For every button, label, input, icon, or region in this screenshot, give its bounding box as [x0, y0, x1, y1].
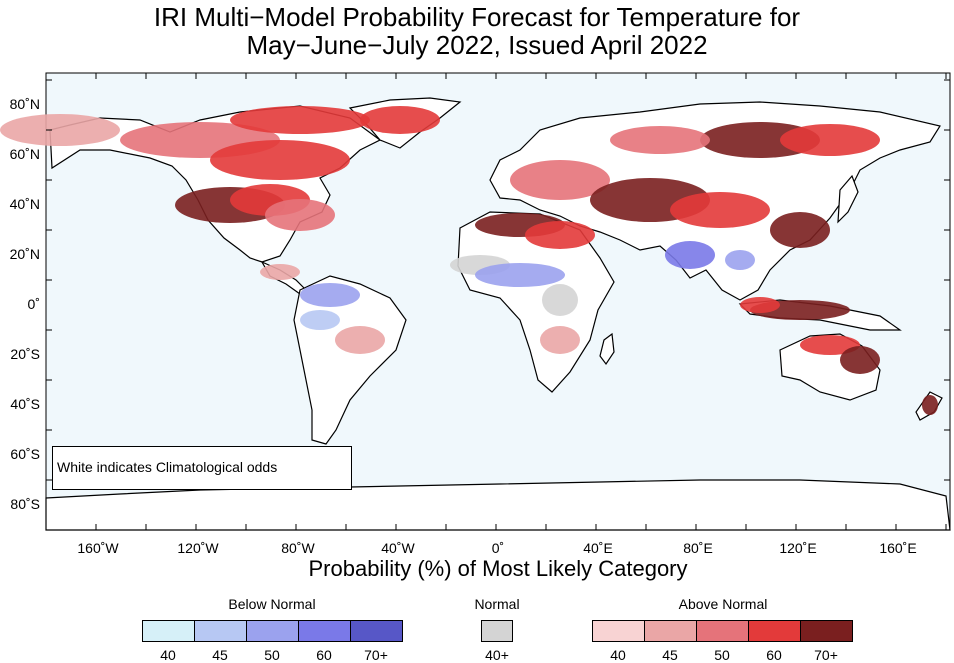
- legend-above-normal-title: Above Normal: [678, 596, 768, 612]
- forecast-shading: [0, 106, 938, 415]
- x-tick-label: 80˚E: [683, 540, 713, 556]
- y-tick-label: 80˚S: [10, 496, 40, 512]
- legend-above-label: 45: [662, 647, 678, 663]
- forecast-shading-patch: [670, 192, 770, 228]
- legend-below-normal-title: Below Normal: [228, 596, 316, 612]
- madagascar: [599, 332, 615, 366]
- legend-above-label: 50: [714, 647, 730, 663]
- japan: [837, 174, 859, 224]
- forecast-shading-patch: [300, 283, 360, 307]
- forecast-shading-patch: [770, 212, 830, 248]
- forecast-shading-patch: [335, 326, 385, 354]
- legend-above-swatch-45: [644, 620, 697, 642]
- legend-above-label: 60: [766, 647, 782, 663]
- y-tick-label: 20˚N: [9, 246, 40, 262]
- climatology-note: White indicates Climatological odds: [52, 446, 352, 490]
- map-title-line-2: May−June−July 2022, Issued April 2022: [246, 30, 708, 60]
- legend-above-label: 40: [610, 647, 626, 663]
- forecast-shading-patch: [610, 126, 710, 154]
- y-tick-label: 0˚: [27, 296, 40, 312]
- forecast-shading-patch: [800, 335, 860, 355]
- legend-above-swatch-40: [592, 620, 645, 642]
- legend-below-label: 60: [316, 647, 332, 663]
- legend-normal-swatch: [481, 620, 513, 642]
- x-tick-label: 40˚E: [583, 540, 613, 556]
- legend-above-swatch-50: [696, 620, 749, 642]
- forecast-shading-patch: [260, 264, 300, 280]
- x-axis-title: Probability (%) of Most Likely Category: [308, 556, 688, 581]
- y-tick-label: 40˚S: [10, 396, 40, 412]
- legend-below-label: 50: [264, 647, 280, 663]
- y-tick-label: 60˚N: [9, 146, 40, 162]
- axis-ticks: [45, 73, 950, 531]
- legend-normal-label: 40+: [485, 647, 509, 663]
- legend-above-swatch-70: [800, 620, 853, 642]
- y-tick-label: 80˚N: [9, 96, 40, 112]
- legend-above-label: 70+: [814, 647, 838, 663]
- legend-below-label: 70+: [364, 647, 388, 663]
- legend-below-swatch-40: [142, 620, 195, 642]
- forecast-shading-patch: [740, 297, 780, 313]
- legend-below-label: 45: [212, 647, 228, 663]
- forecast-shading-patch: [542, 284, 578, 316]
- forecast-shading-patch: [475, 263, 565, 287]
- legend-normal-title: Normal: [474, 596, 520, 612]
- legend-below-swatch-60: [298, 620, 351, 642]
- forecast-shading-patch: [210, 140, 350, 180]
- forecast-shading-patch: [360, 106, 440, 134]
- forecast-shading-patch: [725, 250, 755, 270]
- x-tick-label: 160˚E: [879, 540, 917, 556]
- forecast-shading-patch: [510, 160, 610, 200]
- legend-above-swatch-60: [748, 620, 801, 642]
- x-tick-label: 160˚W: [77, 540, 119, 556]
- y-tick-label: 60˚S: [10, 446, 40, 462]
- y-tick-label: 40˚N: [9, 196, 40, 212]
- forecast-shading-patch: [922, 395, 938, 415]
- x-tick-label: 120˚E: [779, 540, 817, 556]
- x-tick-label: 40˚W: [381, 540, 415, 556]
- legend-below-swatch-70: [350, 620, 403, 642]
- legend-below-label: 40: [160, 647, 176, 663]
- forecast-shading-patch: [540, 326, 580, 354]
- y-tick-label: 20˚S: [10, 346, 40, 362]
- forecast-shading-patch: [0, 114, 120, 146]
- forecast-shading-patch: [840, 346, 880, 374]
- legend-below-swatch-45: [194, 620, 247, 642]
- forecast-shading-patch: [265, 199, 335, 231]
- forecast-shading-patch: [300, 310, 340, 330]
- x-tick-label: 80˚W: [281, 540, 315, 556]
- x-tick-label: 0˚: [491, 540, 505, 556]
- forecast-shading-patch: [230, 106, 370, 134]
- legend-below-swatch-50: [246, 620, 299, 642]
- map-title-line-1: IRI Multi−Model Probability Forecast for…: [153, 2, 801, 32]
- forecast-shading-patch: [525, 221, 595, 249]
- forecast-shading-patch: [665, 241, 715, 269]
- forecast-shading-patch: [780, 124, 880, 156]
- x-tick-label: 120˚W: [177, 540, 219, 556]
